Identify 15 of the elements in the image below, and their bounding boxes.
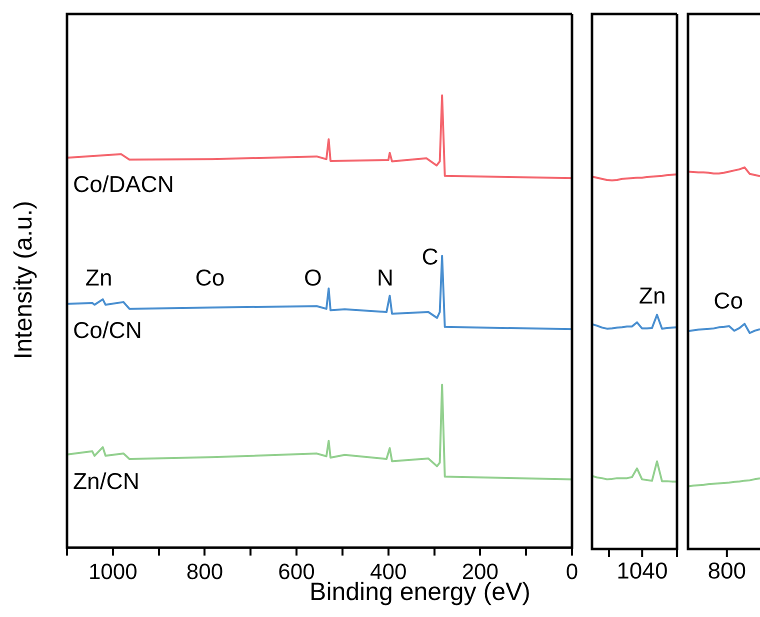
annotation: C xyxy=(422,243,438,270)
text: 1040 xyxy=(616,557,668,584)
x-tick-label: 0 xyxy=(566,558,578,584)
annotation: Zn xyxy=(85,264,112,290)
annotation: Zn xyxy=(638,282,666,308)
annotation: O xyxy=(304,264,322,290)
series-label: Co/DACN xyxy=(73,171,174,198)
y-axis-title: Intensity (a.u.) xyxy=(10,200,38,360)
annotation: Co xyxy=(195,264,225,290)
x-tick-label: 800 xyxy=(186,558,224,584)
series-label: Zn/CN xyxy=(73,468,140,494)
annotation: N xyxy=(376,264,394,290)
annotation: Co xyxy=(714,287,744,314)
x-tick-label: 1000 xyxy=(88,558,138,584)
series-label: Co/CN xyxy=(73,317,142,344)
